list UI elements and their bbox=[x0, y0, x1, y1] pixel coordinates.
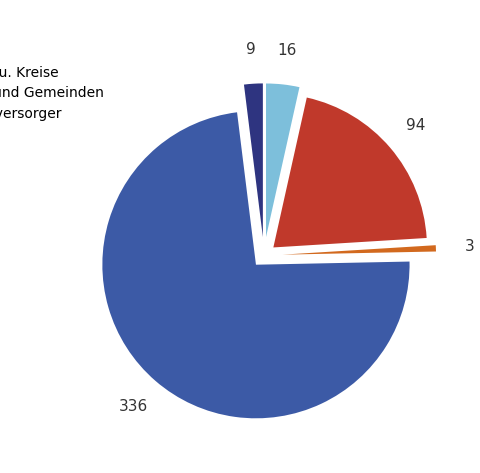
Text: 9: 9 bbox=[246, 43, 256, 58]
Legend: Bund, Land, Bezirke u. Kreise, Städte und Gemeinden, Energieversorger: Bund, Land, Bezirke u. Kreise, Städte un… bbox=[0, 24, 105, 122]
Wedge shape bbox=[282, 245, 436, 254]
Text: 3: 3 bbox=[465, 239, 475, 254]
Text: 94: 94 bbox=[406, 118, 426, 133]
Text: 336: 336 bbox=[119, 399, 148, 414]
Text: 16: 16 bbox=[277, 44, 296, 58]
Wedge shape bbox=[266, 84, 300, 237]
Wedge shape bbox=[244, 83, 263, 237]
Wedge shape bbox=[102, 112, 409, 418]
Wedge shape bbox=[273, 97, 427, 247]
